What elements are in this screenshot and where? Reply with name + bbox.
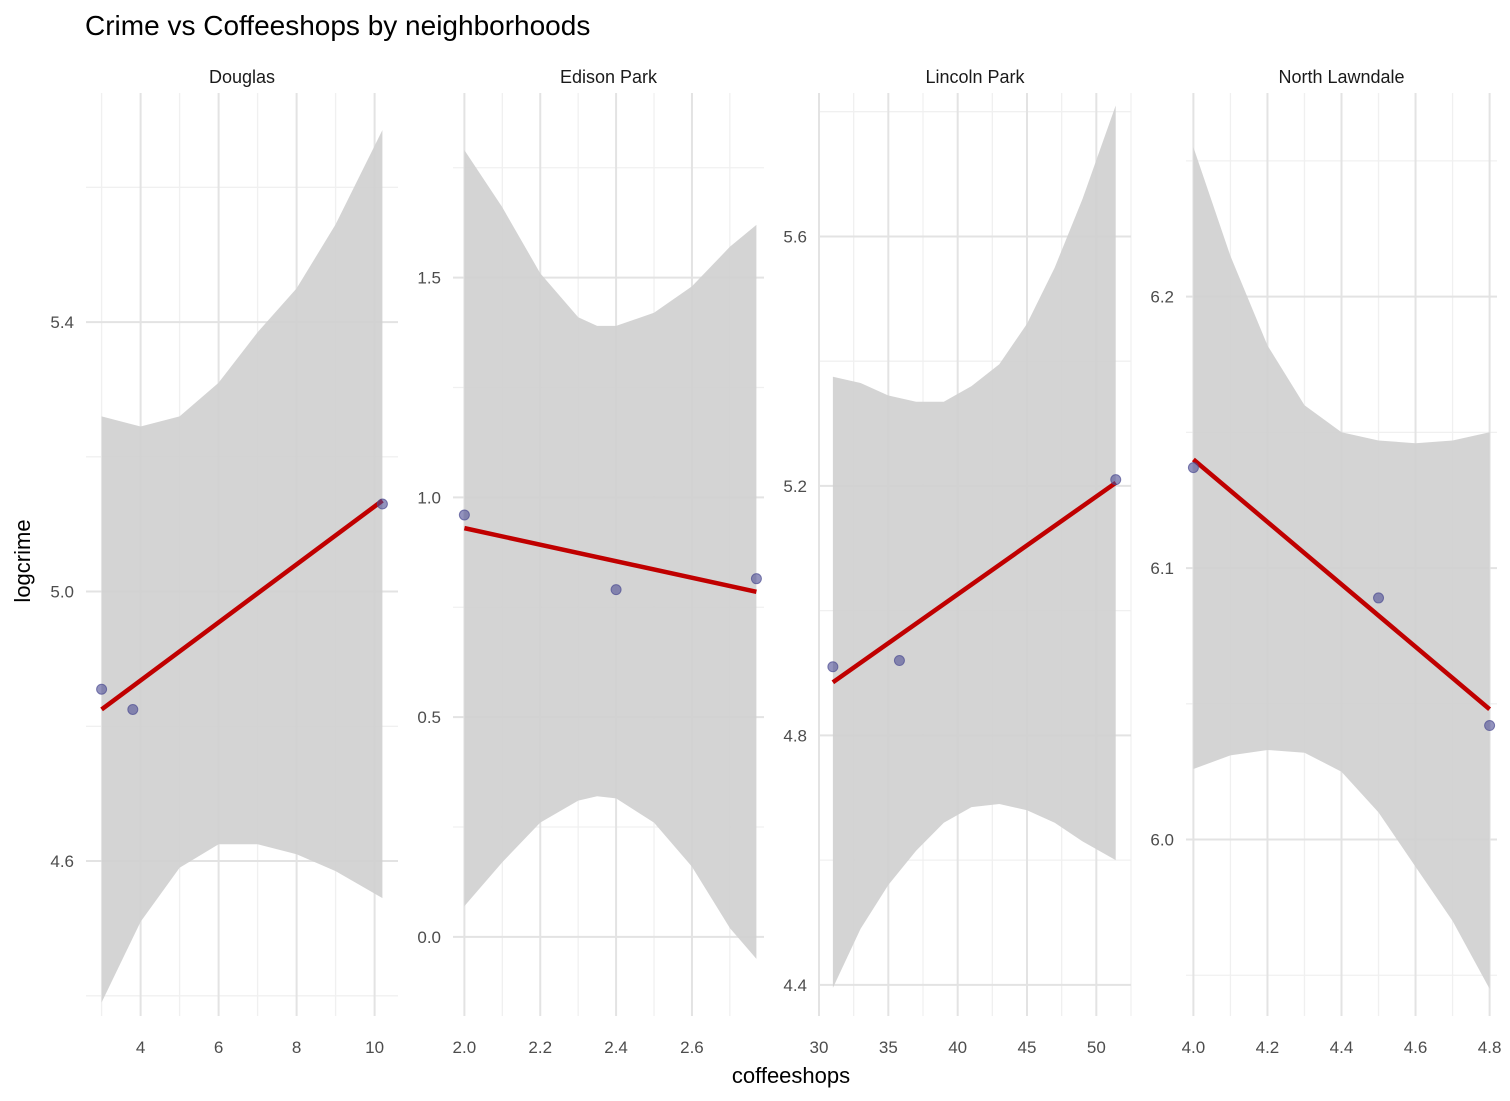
x-tick-label: 50 bbox=[1087, 1038, 1106, 1057]
panel: Edison Park 2.0 2.2 2.4 2.6 0.0 0.5 1.0 1.5 bbox=[417, 67, 764, 1057]
x-tick-label: 10 bbox=[365, 1038, 384, 1057]
x-tick-label: 2.6 bbox=[680, 1038, 704, 1057]
y-tick-label: 6.0 bbox=[1150, 831, 1174, 850]
y-tick-label: 4.4 bbox=[783, 976, 807, 995]
panel: Lincoln Park 30 35 40 45 50 4.4 4.8 5.2 5.6 bbox=[783, 67, 1132, 1057]
fit-line bbox=[1191, 457, 1492, 711]
x-tick-label: 4.4 bbox=[1330, 1038, 1354, 1057]
data-point bbox=[1187, 462, 1199, 474]
panel: North Lawndale 4.0 4.2 4.4 4.6 4.8 6.0 6.1 6.2 bbox=[1150, 67, 1501, 1057]
fit-line bbox=[831, 480, 1118, 685]
panel: Douglas 4 6 8 10 4.6 5.0 5.4 bbox=[50, 67, 398, 1057]
x-tick-label: 45 bbox=[1018, 1038, 1037, 1057]
data-point bbox=[893, 655, 905, 667]
x-axis-title: coffeeshops bbox=[732, 1063, 850, 1088]
y-tick-label: 0.5 bbox=[417, 708, 441, 727]
panel-title: Edison Park bbox=[560, 67, 658, 87]
data-point bbox=[750, 573, 762, 585]
fit-line bbox=[463, 525, 757, 595]
x-tick-label: 4.6 bbox=[1404, 1038, 1428, 1057]
y-axis-title: logcrime bbox=[10, 519, 35, 602]
confidence-ribbon bbox=[464, 150, 757, 959]
y-tick-label: 0.0 bbox=[417, 928, 441, 947]
x-tick-label: 4.8 bbox=[1478, 1038, 1502, 1057]
x-tick-label: 35 bbox=[879, 1038, 898, 1057]
y-tick-label: 1.0 bbox=[417, 488, 441, 507]
y-tick-label: 5.4 bbox=[50, 313, 74, 332]
x-tick-label: 4 bbox=[136, 1038, 145, 1057]
y-tick-label: 5.6 bbox=[783, 227, 807, 246]
y-tick-label: 5.0 bbox=[50, 583, 74, 602]
x-tick-label: 30 bbox=[810, 1038, 829, 1057]
panel-title: Lincoln Park bbox=[925, 67, 1025, 87]
x-tick-label: 8 bbox=[292, 1038, 301, 1057]
data-point bbox=[1110, 474, 1122, 486]
data-point bbox=[96, 683, 108, 695]
data-point bbox=[827, 661, 839, 673]
data-point bbox=[376, 498, 388, 510]
data-point bbox=[1484, 720, 1496, 732]
y-tick-label: 6.2 bbox=[1150, 288, 1174, 307]
y-tick-label: 4.8 bbox=[783, 726, 807, 745]
panel-title: Douglas bbox=[209, 67, 275, 87]
chart-title: Crime vs Coffeeshops by neighborhoods bbox=[85, 10, 590, 41]
x-tick-label: 2.4 bbox=[604, 1038, 628, 1057]
x-tick-label: 4.2 bbox=[1256, 1038, 1280, 1057]
data-point bbox=[458, 509, 470, 521]
data-point bbox=[1373, 592, 1385, 604]
data-point bbox=[127, 703, 139, 715]
fit-line bbox=[100, 498, 384, 712]
panels: Douglas 4 6 8 10 4.6 5.0 5.4 Edison Park 2.0 2.2 2.… bbox=[50, 67, 1501, 1057]
x-tick-label: 40 bbox=[948, 1038, 967, 1057]
y-tick-label: 6.1 bbox=[1150, 559, 1174, 578]
x-tick-label: 2.0 bbox=[453, 1038, 477, 1057]
confidence-ribbon bbox=[1193, 147, 1490, 989]
x-tick-label: 6 bbox=[214, 1038, 223, 1057]
y-tick-label: 1.5 bbox=[417, 269, 441, 288]
x-tick-label: 2.2 bbox=[528, 1038, 552, 1057]
x-tick-label: 4.0 bbox=[1182, 1038, 1206, 1057]
panel-title: North Lawndale bbox=[1278, 67, 1404, 87]
y-tick-label: 5.2 bbox=[783, 477, 807, 496]
confidence-ribbon bbox=[101, 130, 383, 1003]
data-point bbox=[610, 584, 622, 596]
y-tick-label: 4.6 bbox=[50, 852, 74, 871]
confidence-ribbon bbox=[832, 105, 1116, 988]
